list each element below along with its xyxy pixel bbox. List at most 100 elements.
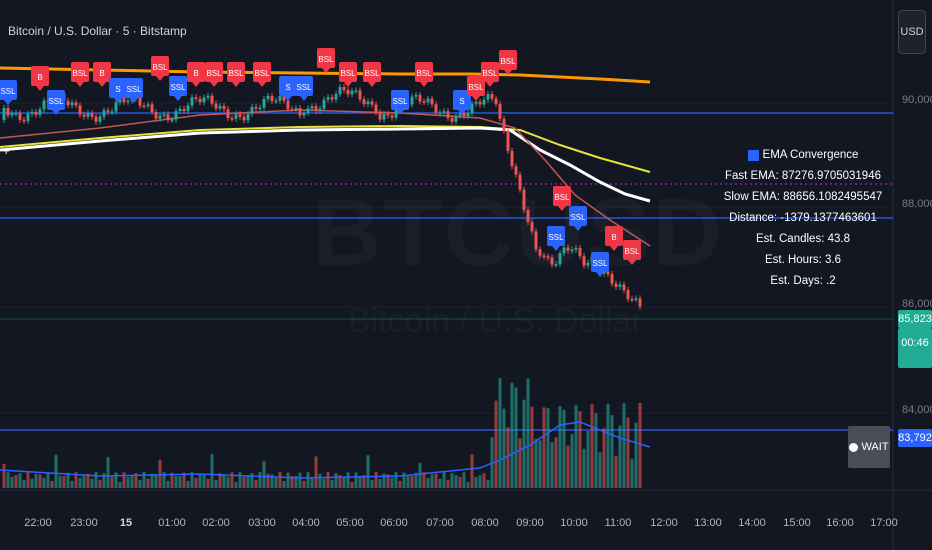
candle-body [182, 108, 186, 112]
distance-line: Distance: -1379.1377463601 [729, 212, 877, 224]
candle-body [278, 96, 282, 101]
time-label: 08:00 [471, 517, 499, 529]
candle-body [302, 112, 306, 116]
time-label: 16:00 [826, 517, 854, 529]
bsl-marker-label: BSL [152, 63, 168, 72]
candle-body [382, 113, 386, 120]
candle-body [314, 106, 318, 111]
candle-body [82, 114, 86, 117]
currency-button[interactable]: USD [898, 10, 926, 54]
volume-bar [306, 472, 310, 488]
ssl-marker-pointer [596, 272, 604, 277]
volume-bar [562, 409, 566, 488]
volume-bar [302, 480, 306, 488]
candle-body [286, 100, 290, 110]
candle-body [22, 119, 26, 122]
volume-bar [530, 406, 534, 488]
volume-bar [438, 478, 442, 488]
volume-bar [38, 474, 42, 488]
volume-bar [62, 475, 66, 488]
slow-ema-line: Slow EMA: 88656.1082495547 [723, 191, 883, 203]
time-label: 22:00 [24, 517, 52, 529]
volume-bar [466, 481, 470, 488]
volume-bar [342, 476, 346, 488]
crosshair-icon: + [2, 146, 10, 157]
bsl-marker-pointer [344, 82, 352, 87]
volume-bar [46, 472, 50, 488]
volume-bar [70, 480, 74, 488]
candle-body [254, 106, 258, 109]
ssl-marker-label: SSL [570, 213, 586, 222]
bsl-marker-pointer [420, 82, 428, 87]
bsl-marker-label: BSL [254, 69, 270, 78]
candle-body [226, 109, 230, 119]
candle-body [374, 104, 378, 113]
volume-bar [506, 427, 510, 488]
level-price-tag: 83,792 [898, 429, 932, 447]
candle-body [270, 95, 274, 101]
candle-body [530, 222, 534, 232]
volume-bar [366, 455, 370, 488]
candle-body [454, 115, 458, 122]
candle-body [578, 247, 582, 257]
ssl-marker [547, 226, 565, 246]
volume-bar [78, 477, 82, 488]
bsl-marker [31, 66, 49, 86]
candle-body [574, 247, 578, 250]
volume-bar [578, 411, 582, 488]
time-label: 09:00 [516, 517, 544, 529]
wait-signal-badge: WAIT [848, 426, 890, 468]
bsl-marker [553, 186, 571, 206]
volume-bar [382, 473, 386, 488]
ssl-marker-pointer [284, 96, 292, 101]
ema-chart-icon [747, 150, 759, 161]
volume-bar [598, 452, 602, 488]
bsl-marker-pointer [258, 82, 266, 87]
volume-bar [54, 454, 58, 488]
candle-body [262, 99, 266, 108]
volume-bar [150, 473, 154, 488]
volume-bar [470, 454, 474, 488]
candle-body [78, 105, 82, 115]
symbol-title[interactable]: Bitcoin / U.S. Dollar · 5 · Bitstamp [8, 24, 187, 38]
volume-bar [358, 476, 362, 488]
candle-body [534, 231, 538, 250]
candle-body [430, 98, 434, 105]
volume-bar [106, 457, 110, 488]
time-label: 01:00 [158, 517, 186, 529]
volume-bar [430, 474, 434, 488]
time-label: 23:00 [70, 517, 98, 529]
bsl-marker [467, 76, 485, 96]
candle-body [394, 110, 398, 118]
ssl-marker-pointer [4, 100, 12, 105]
bsl-marker-pointer [322, 68, 330, 73]
candle-body [318, 108, 322, 111]
candle-body [442, 111, 446, 113]
ssl-marker [169, 76, 187, 96]
candle-body [26, 113, 30, 122]
candle-body [350, 90, 354, 95]
candle-body [434, 104, 438, 113]
candle-body [566, 247, 570, 251]
volume-average-line [0, 421, 651, 479]
volume-bar [254, 479, 258, 488]
candle-body [218, 105, 222, 109]
volume-bar [146, 478, 150, 488]
candle-body [162, 114, 166, 116]
volume-bar [226, 476, 230, 488]
bsl-marker-pointer [504, 70, 512, 75]
volume-bar [14, 475, 18, 488]
ssl-marker-pointer [300, 96, 308, 101]
candle-body [346, 89, 350, 95]
candle-body [470, 103, 474, 114]
volume-bar [118, 481, 122, 488]
candle-body [290, 109, 294, 111]
volume-bar [334, 473, 338, 488]
ssl-marker-label: S [459, 97, 464, 106]
bsl-marker-pointer [192, 82, 200, 87]
volume-bar [282, 480, 286, 488]
volume-bar [354, 472, 358, 488]
candle-body [38, 109, 42, 115]
bsl-marker-pointer [98, 82, 106, 87]
